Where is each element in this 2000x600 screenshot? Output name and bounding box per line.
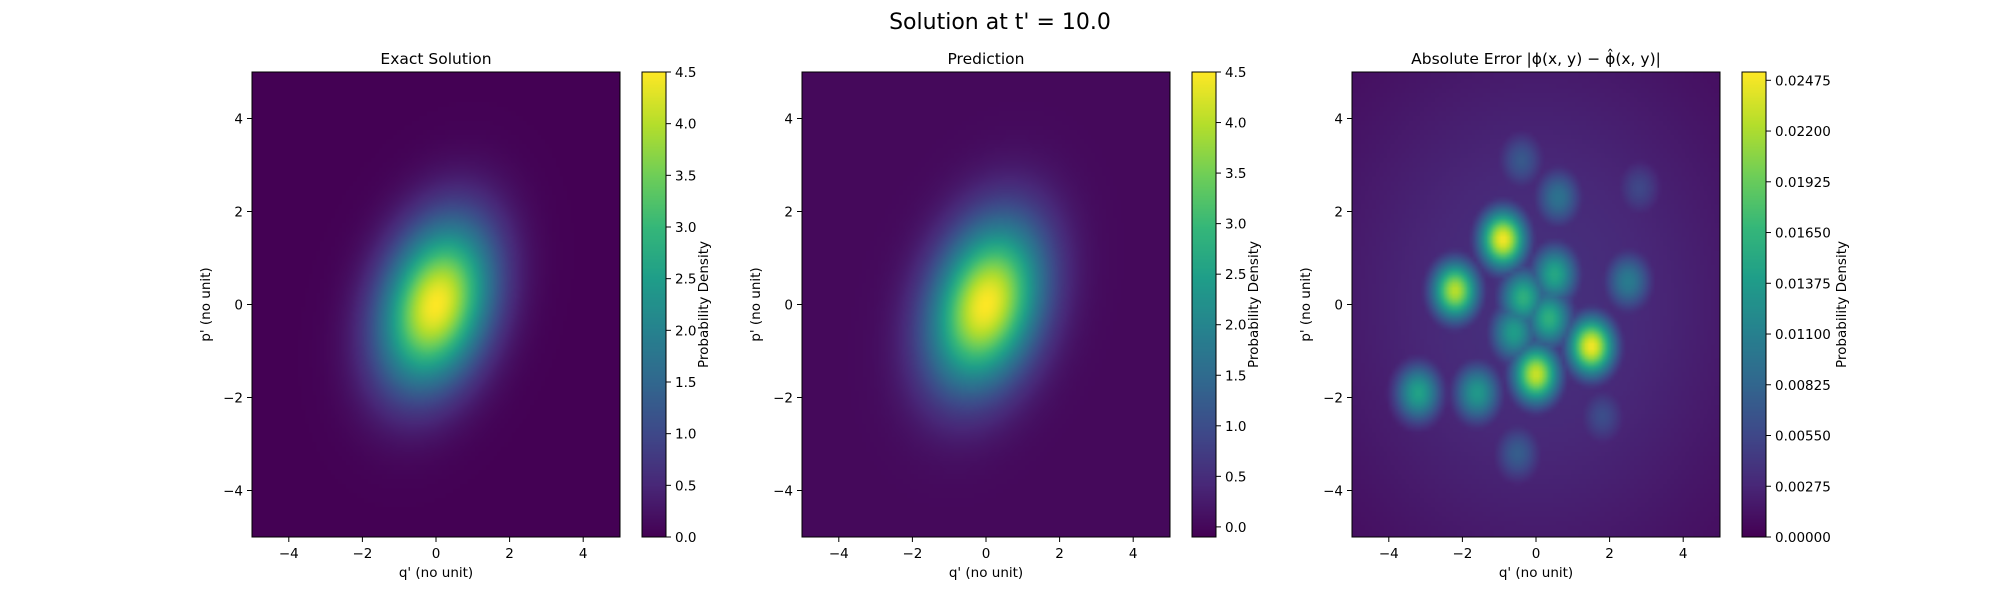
colorbar-gradient — [1742, 72, 1766, 537]
colorbar-tick-label: 0.01375 — [1775, 276, 1831, 292]
panel-title: Prediction — [947, 50, 1024, 68]
colorbar-tick-label: 3.5 — [675, 168, 696, 184]
x-axis-label: q' (no unit) — [1499, 565, 1573, 581]
colorbar: 0.00000 0.00275 0.00550 0.00825 0.01100 0.013… — [1741, 71, 1850, 546]
colorbar-tick-label: 0.02475 — [1775, 73, 1831, 89]
x-tick-label: −2 — [902, 546, 922, 562]
colorbar-tick-label: 3.0 — [675, 220, 696, 236]
x-tick-label: −4 — [1379, 546, 1399, 562]
colorbar-label: Probability Density — [1246, 241, 1262, 368]
colorbar-tick-label: 1.0 — [1225, 419, 1246, 435]
x-tick-label: 0 — [982, 546, 991, 562]
colorbar-tick-label: 4.5 — [1225, 65, 1246, 81]
x-axis-label: q' (no unit) — [949, 565, 1023, 581]
colorbar-frame — [1191, 71, 1217, 538]
x-axis-label: q' (no unit) — [399, 565, 473, 581]
y-axis-label: p' (no unit) — [1298, 267, 1314, 341]
colorbar-tick-label: 0.0 — [675, 530, 696, 546]
x-tick-label: −2 — [1452, 546, 1472, 562]
colorbar-gradient — [642, 72, 666, 537]
x-tick-label: 4 — [1679, 546, 1688, 562]
colorbar-tick-label: 0.00825 — [1775, 378, 1831, 394]
y-axis-label: p' (no unit) — [748, 267, 764, 341]
y-tick-label: −2 — [773, 391, 793, 407]
x-tick-label: 2 — [505, 546, 514, 562]
colorbar-tick-label: 2.0 — [1225, 318, 1246, 334]
colorbar-label: Probability Density — [1834, 241, 1850, 368]
y-tick-label: 2 — [1334, 205, 1343, 221]
y-tick-label: 2 — [234, 205, 243, 221]
heatmap-image — [1352, 72, 1720, 537]
colorbar-tick-label: 4.0 — [1225, 116, 1246, 132]
colorbar-label: Probability Density — [696, 241, 712, 368]
colorbar: 0.0 0.5 1.0 1.5 2.0 2.5 3.0 3.5 4.0 4.5 Probabilit… — [641, 65, 712, 546]
colorbar-tick-label: 2.5 — [1225, 267, 1246, 283]
x-tick-label: 0 — [432, 546, 441, 562]
heatmap-image — [252, 72, 620, 537]
colorbar-gradient — [1192, 72, 1216, 537]
colorbar-tick-label: 0.00000 — [1775, 530, 1831, 546]
panel-title: Exact Solution — [380, 50, 491, 68]
colorbar-frame — [641, 71, 667, 538]
colorbar-tick-label: 0.00550 — [1775, 429, 1831, 445]
colorbar-tick-label: 4.0 — [675, 117, 696, 133]
x-tick-label: −2 — [352, 546, 372, 562]
y-tick-label: 2 — [784, 205, 793, 221]
x-tick-label: 2 — [1055, 546, 1064, 562]
x-tick-label: −4 — [829, 546, 849, 562]
y-tick-label: 4 — [1334, 112, 1343, 128]
heatmap-panel-1: Exact Solution −4 −2 0 2 4 −4 −2 0 2 4 q' (no unit)… — [198, 50, 712, 581]
colorbar-tick-label: 0.02200 — [1775, 124, 1831, 140]
colorbar-tick-label: 3.0 — [1225, 217, 1246, 233]
y-tick-label: 0 — [234, 298, 243, 314]
colorbar-tick-label: 1.0 — [675, 427, 696, 443]
colorbar-tick-label: 0.5 — [675, 478, 696, 494]
colorbar-tick-label: 0.01650 — [1775, 226, 1831, 242]
colorbar-tick-label: 2.0 — [675, 323, 696, 339]
colorbar-tick-label: 0.0 — [1225, 520, 1246, 536]
y-tick-label: 4 — [234, 112, 243, 128]
colorbar-tick-label: 3.5 — [1225, 166, 1246, 182]
x-tick-label: −4 — [279, 546, 299, 562]
y-tick-label: −2 — [1323, 391, 1343, 407]
colorbar-tick-label: 2.5 — [675, 272, 696, 288]
x-tick-label: 2 — [1605, 546, 1614, 562]
heatmap-panel-3: Absolute Error |ϕ(x, y) − ϕ̂(x, y)| −4 −2 0… — [1298, 48, 1850, 581]
y-tick-label: −4 — [773, 484, 793, 500]
colorbar: 0.0 0.5 1.0 1.5 2.0 2.5 3.0 3.5 4.0 4.5 Probabilit… — [1191, 65, 1262, 538]
x-tick-label: 0 — [1532, 546, 1541, 562]
heatmap-panel-2: Prediction −4 −2 0 2 4 −4 −2 0 2 4 q' (no unit) p' (… — [748, 50, 1262, 581]
y-tick-label: 0 — [784, 298, 793, 314]
colorbar-tick-label: 1.5 — [675, 375, 696, 391]
heatmap-image — [802, 72, 1170, 537]
x-tick-label: 4 — [579, 546, 588, 562]
colorbar-tick-label: 0.01100 — [1775, 327, 1831, 343]
colorbar-tick-label: 0.00275 — [1775, 479, 1831, 495]
colorbar-tick-label: 4.5 — [675, 65, 696, 81]
colorbar-tick-label: 1.5 — [1225, 368, 1246, 384]
y-tick-label: 0 — [1334, 298, 1343, 314]
y-tick-label: 4 — [784, 112, 793, 128]
figure-title: Solution at t' = 10.0 — [889, 10, 1111, 35]
x-tick-label: 4 — [1129, 546, 1138, 562]
colorbar-tick-label: 0.5 — [1225, 469, 1246, 485]
y-tick-label: −4 — [223, 484, 243, 500]
y-axis-label: p' (no unit) — [198, 267, 214, 341]
colorbar-frame — [1741, 71, 1767, 538]
panel-title: Absolute Error |ϕ(x, y) − ϕ̂(x, y)| — [1411, 48, 1661, 68]
y-tick-label: −2 — [223, 391, 243, 407]
colorbar-tick-label: 0.01925 — [1775, 175, 1831, 191]
y-tick-label: −4 — [1323, 484, 1343, 500]
